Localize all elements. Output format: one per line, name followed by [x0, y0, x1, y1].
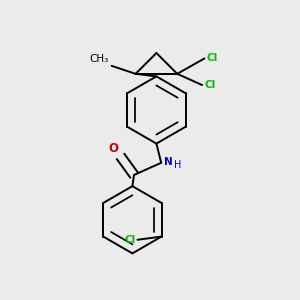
Text: Cl: Cl	[124, 235, 136, 245]
Text: CH₃: CH₃	[90, 54, 109, 64]
Text: Cl: Cl	[206, 53, 218, 64]
Text: Cl: Cl	[204, 80, 215, 90]
Text: O: O	[109, 142, 118, 155]
Text: N: N	[164, 157, 173, 167]
Text: H: H	[174, 160, 182, 170]
